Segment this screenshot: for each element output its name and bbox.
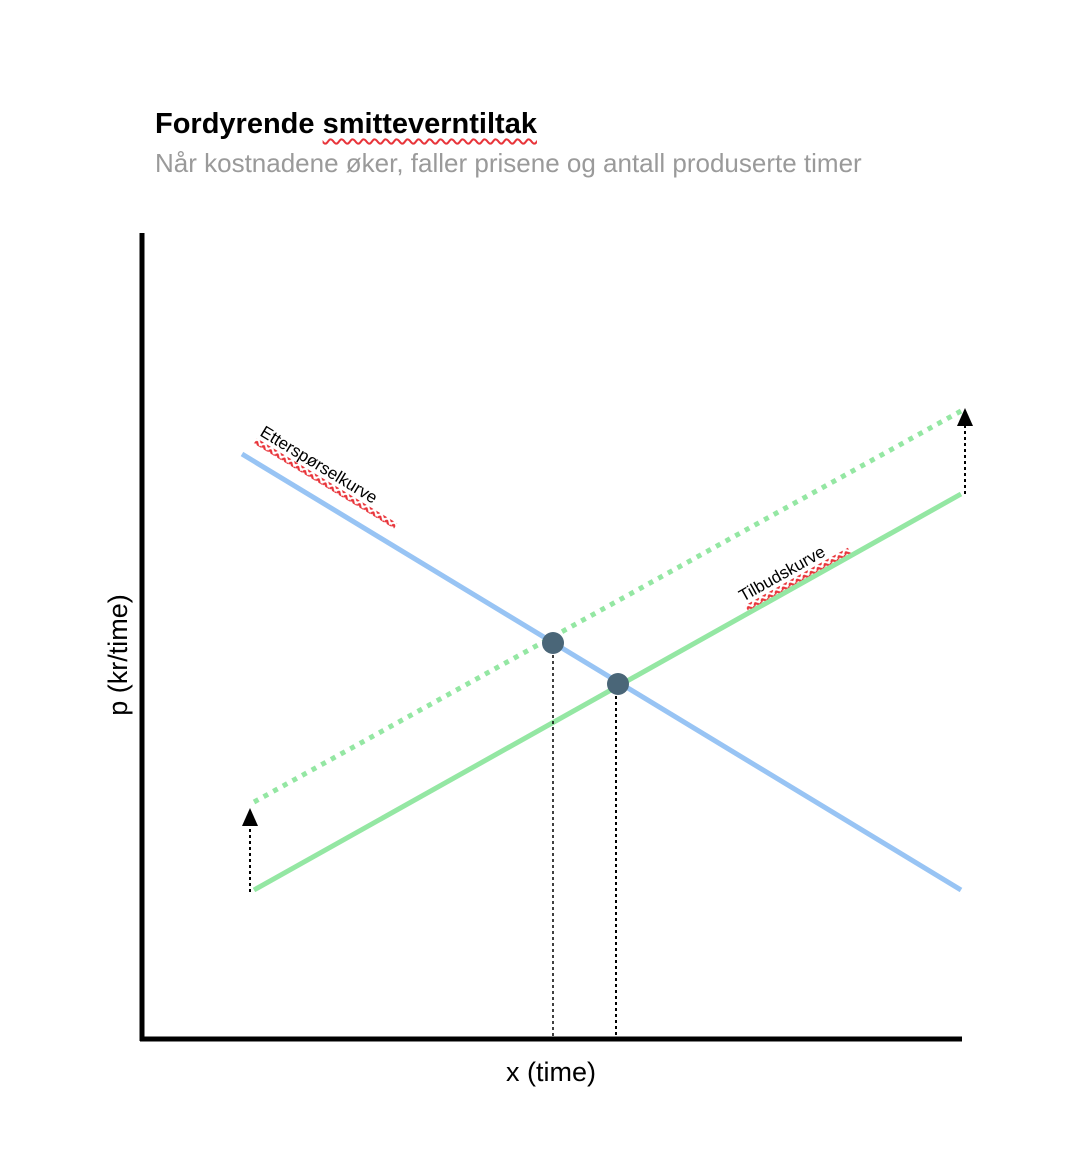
- supply-curve: [252, 491, 963, 893]
- shift-arrow-right-head: [957, 408, 973, 426]
- chart-subtitle: Når kostnadene øker, faller prisene og a…: [155, 148, 862, 178]
- title-part-2: smitteverntiltak: [322, 108, 537, 140]
- supply-label-group: Tilbudskurve: [736, 542, 851, 611]
- equilibrium-point-old: [607, 673, 629, 695]
- chart-title: Fordyrende smitteverntiltak: [155, 108, 537, 141]
- shift-arrow-left-head: [242, 808, 258, 826]
- equilibrium-point-new: [542, 632, 564, 654]
- shifted-supply-curve: [252, 408, 963, 805]
- demand-curve-label: Etterspørselkurve: [257, 422, 381, 507]
- x-axis-label: x (time): [506, 1057, 596, 1087]
- y-axis-label: p (kr/time): [103, 594, 133, 716]
- demand-label-spellcheck: [253, 438, 398, 529]
- demand-curve: [240, 451, 963, 893]
- supply-label-spellcheck: [744, 547, 851, 611]
- title-part-1: Fordyrende: [155, 108, 323, 140]
